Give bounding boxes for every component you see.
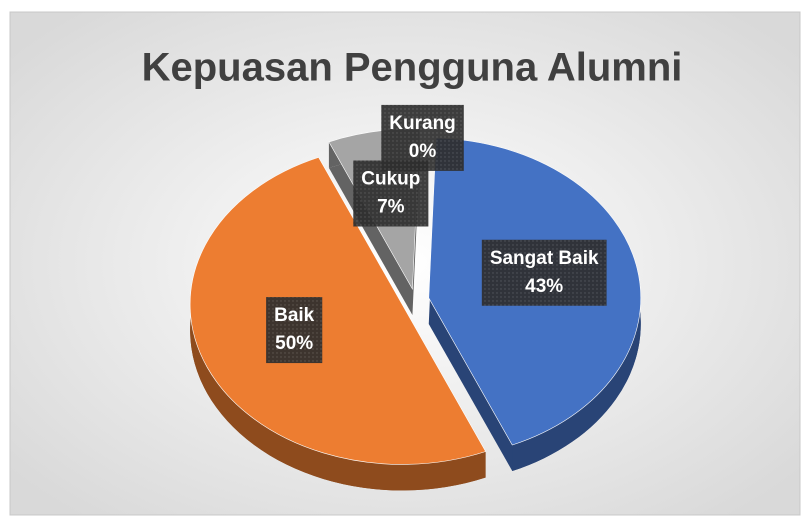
data-label: Kurang 0%	[381, 104, 464, 171]
data-label-value: 0%	[409, 141, 437, 162]
data-label: Sangat Baik 43%	[481, 239, 607, 306]
data-label-category: Sangat Baik	[490, 248, 599, 269]
data-label-box	[353, 160, 429, 227]
data-label-box	[381, 104, 464, 171]
data-label: Cukup 7%	[353, 160, 429, 227]
data-label-category: Cukup	[361, 169, 420, 190]
data-label-value: 43%	[525, 276, 563, 297]
data-label-value: 7%	[377, 197, 405, 218]
data-label-value: 50%	[275, 333, 313, 354]
data-label-box	[266, 297, 323, 364]
data-label-category: Kurang	[389, 113, 456, 134]
slice	[189, 156, 487, 465]
data-label-box	[481, 239, 607, 306]
data-label: Baik 50%	[266, 297, 323, 364]
chart-title: Kepuasan Pengguna Alumni	[142, 46, 683, 90]
data-label-category: Baik	[274, 305, 315, 326]
